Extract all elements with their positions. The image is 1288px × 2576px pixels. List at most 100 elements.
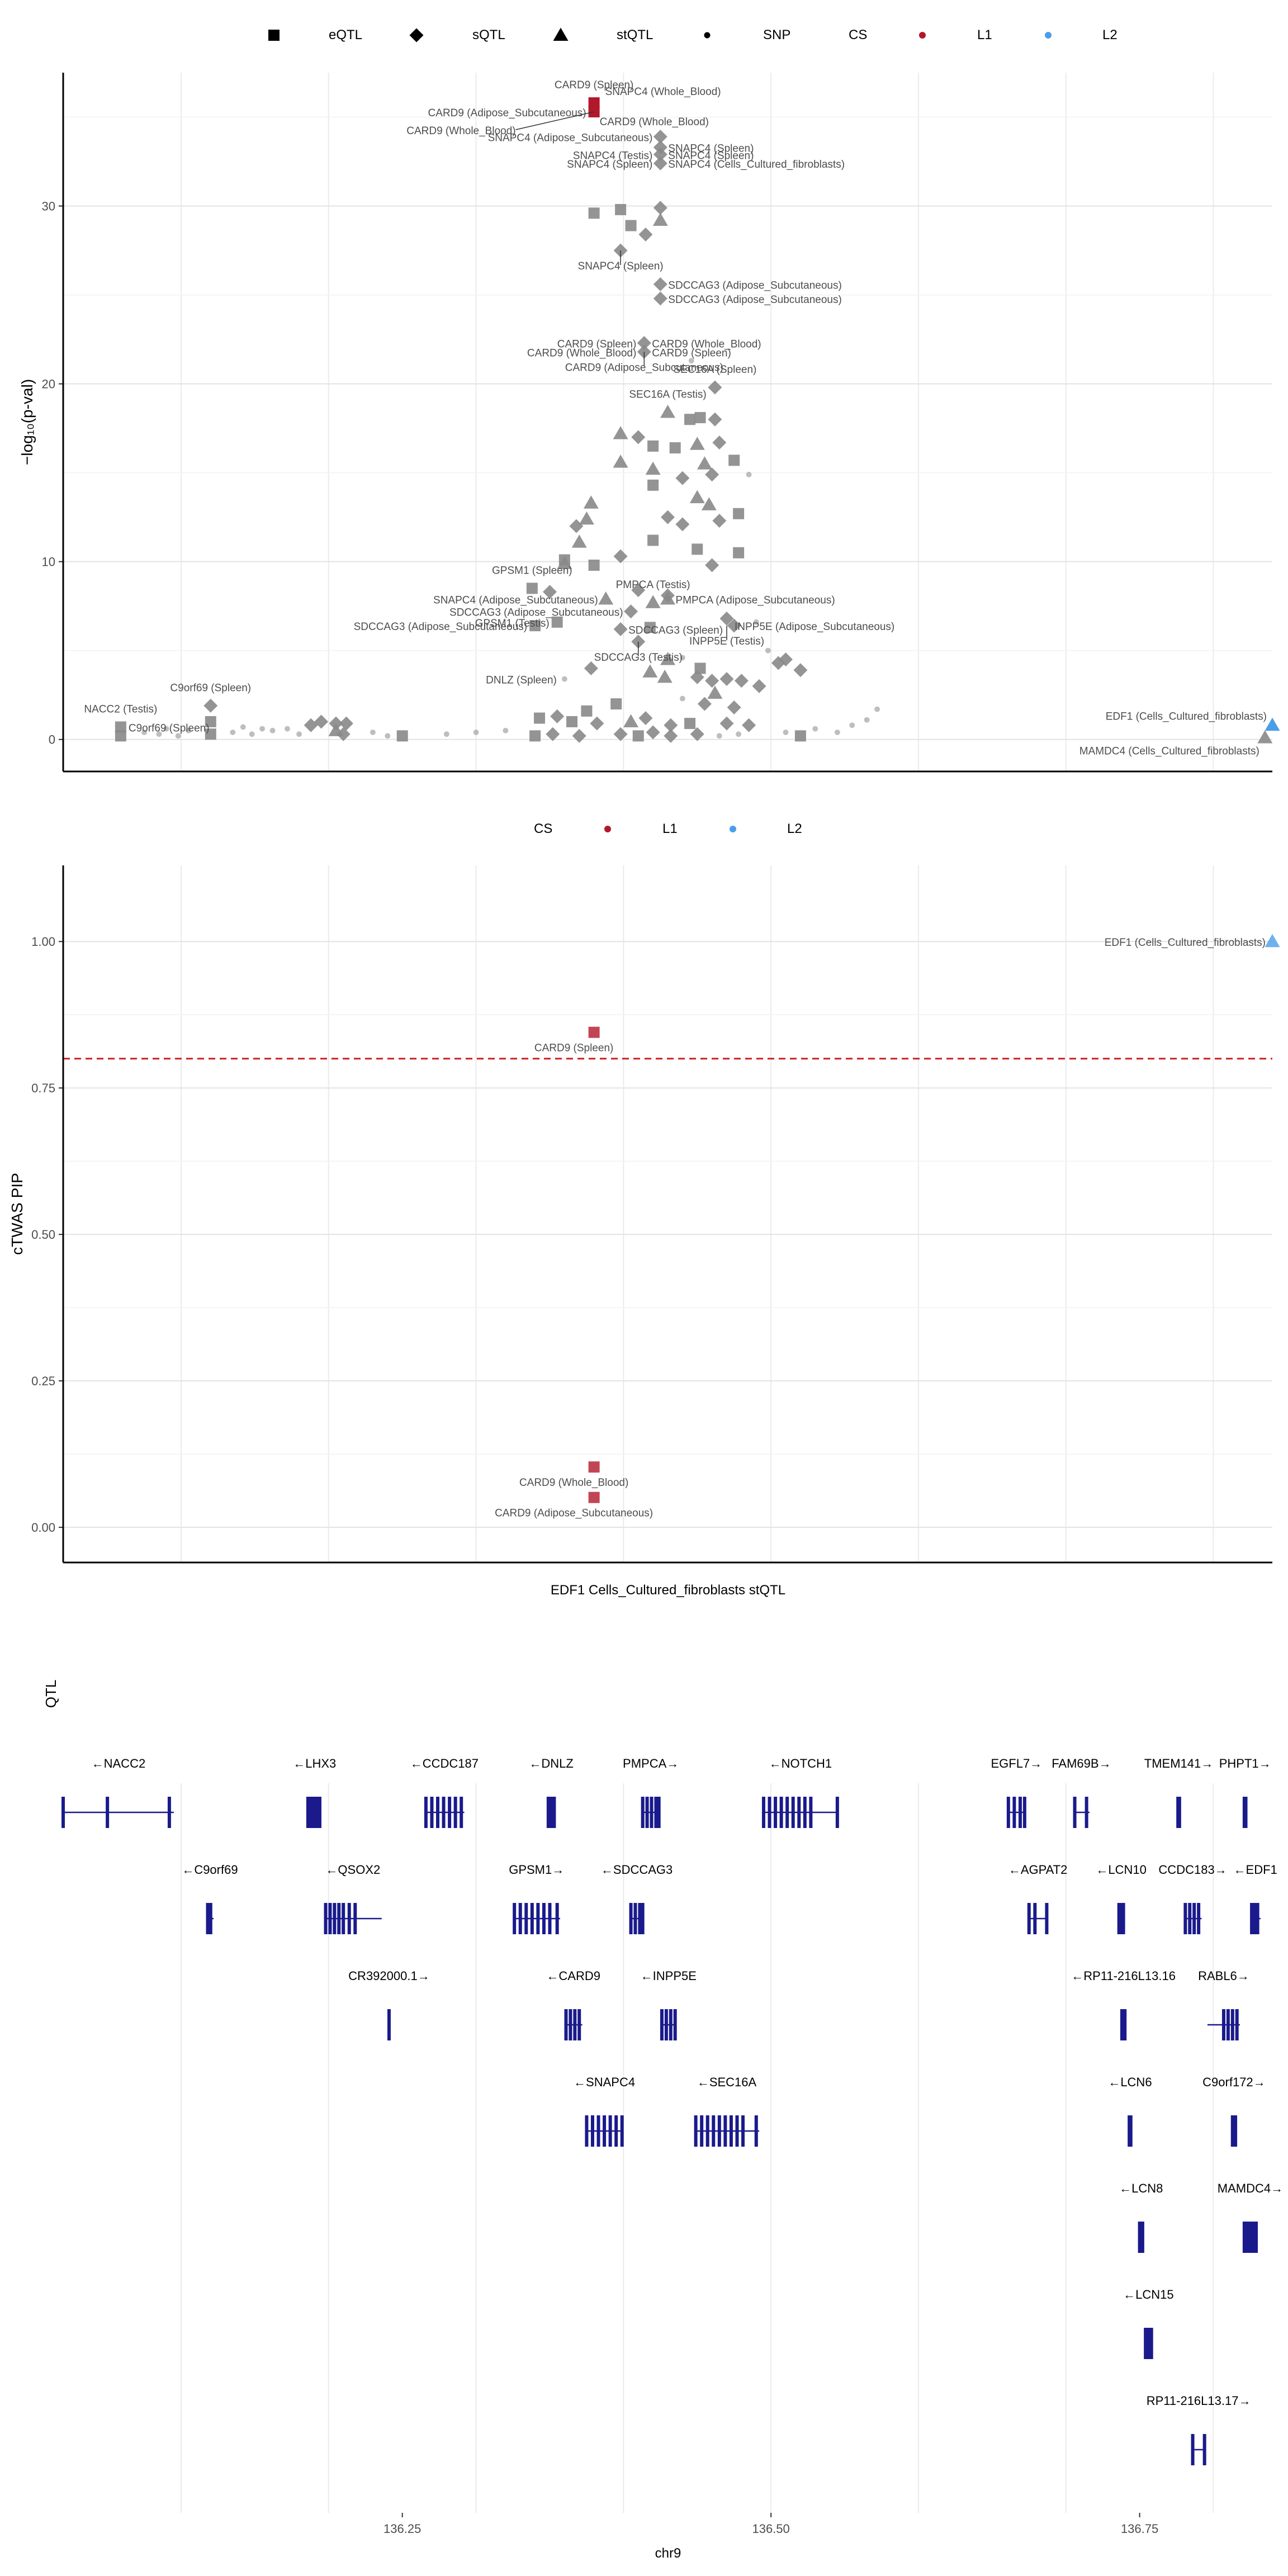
data-point: [708, 412, 722, 427]
point-label: DNLZ (Spleen): [486, 675, 557, 686]
point-label: SNAPC4 (Testis): [573, 150, 653, 162]
point-label: SNAPC4 (Adipose_Subcutaneous): [488, 132, 653, 144]
gene-exon: [1117, 1903, 1121, 1934]
gene-label: CR392000.1→: [348, 1969, 430, 1983]
data-point: [443, 731, 449, 737]
gene-exon: [1033, 1903, 1037, 1934]
data-point: [115, 721, 126, 733]
gene-exon: [785, 1797, 789, 1828]
legend-stqtl-key: [553, 27, 569, 41]
gene-exon: [1022, 1797, 1026, 1828]
data-point: [581, 705, 593, 717]
data-point: [719, 611, 734, 626]
gene-exon: [106, 1797, 110, 1828]
gene-exon: [1191, 2434, 1195, 2465]
data-point: [793, 663, 808, 678]
gene-exon: [1250, 1903, 1254, 1934]
data-point: [653, 277, 667, 291]
gene-model: ←LHX3: [293, 1756, 336, 1828]
data-point: [647, 534, 659, 546]
data-point: [579, 511, 594, 525]
gene-exon: [1018, 1797, 1022, 1828]
point-label: MAMDC4 (Cells_Cultured_fibroblasts): [1079, 746, 1259, 757]
gene-exon: [1246, 2222, 1249, 2253]
gene-exon: [548, 1903, 552, 1934]
data-point: [588, 560, 600, 571]
legend-cs-l1-key: [604, 826, 611, 832]
gene-exon: [209, 1903, 212, 1934]
gene-label: ←QSOX2: [325, 1863, 380, 1877]
data-point: [339, 716, 353, 731]
gene-exon: [723, 2115, 727, 2147]
y-axis-title: cTWAS PIP: [8, 1173, 26, 1255]
pip-point: [588, 1026, 600, 1038]
gene-exon: [596, 2115, 600, 2147]
data-point: [637, 335, 651, 350]
data-point: [269, 727, 276, 733]
gene-label: FAM69B→: [1052, 1756, 1111, 1770]
data-point: [542, 585, 557, 599]
data-point: [638, 227, 653, 242]
gene-exon: [585, 2115, 589, 2147]
data-point: [690, 670, 704, 684]
data-point: [240, 724, 246, 730]
data-point: [733, 508, 745, 519]
data-point: [203, 698, 218, 713]
gene-exon: [552, 1797, 556, 1828]
gene-exon: [774, 1797, 778, 1828]
gene-exon: [1144, 2328, 1148, 2359]
gene-exon: [513, 1903, 517, 1934]
gene-exon: [669, 2009, 673, 2040]
gene-exon: [564, 2009, 568, 2040]
data-point: [249, 731, 255, 737]
gene-exon: [700, 2115, 704, 2147]
data-point: [613, 622, 628, 637]
gene-model: MAMDC4→: [1218, 2181, 1283, 2253]
data-point: [690, 727, 704, 741]
data-point: [719, 716, 734, 731]
gene-exon: [333, 1903, 337, 1934]
gene-model: ←NACC2: [61, 1756, 174, 1828]
gene-exon: [603, 2115, 607, 2147]
data-point: [588, 97, 600, 109]
data-point: [588, 207, 600, 219]
data-point: [336, 727, 351, 741]
gene-exon: [1230, 2115, 1234, 2147]
data-point: [708, 380, 722, 395]
data-point: [705, 467, 719, 482]
data-point: [660, 652, 675, 665]
data-point: [716, 733, 722, 739]
y-tick-label: 0.50: [31, 1228, 55, 1242]
data-point: [734, 674, 749, 688]
gene-exon: [754, 2115, 758, 2147]
gene-exon: [1140, 2222, 1144, 2253]
point-label: SEC16A (Testis): [629, 389, 706, 401]
gene-exon: [312, 1797, 316, 1828]
data-point: [396, 730, 408, 742]
gene-exon: [61, 1797, 65, 1828]
y-tick-label: 0: [49, 733, 55, 747]
gene-label: ←RP11-216L13.16: [1071, 1969, 1176, 1983]
gene-label: ←SDCCAG3: [601, 1863, 673, 1877]
gene-model: TMEM141→: [1144, 1756, 1213, 1828]
gene-exon: [1027, 1903, 1031, 1934]
data-point: [569, 519, 584, 533]
point-label: PMPCA (Adipose_Subcutaneous): [676, 594, 835, 606]
data-point: [874, 706, 880, 712]
point-label: SDCCAG3 (Spleen): [628, 625, 723, 637]
data-point: [645, 595, 661, 608]
gene-label: ←LCN6: [1108, 2075, 1152, 2089]
gene-exon: [809, 1797, 813, 1828]
gene-exon: [424, 1797, 428, 1828]
legend-snp-label: SNP: [763, 27, 790, 42]
data-point: [705, 558, 719, 572]
point-label: EDF1 (Cells_Cultured_fibroblasts): [1106, 711, 1267, 722]
data-point: [701, 497, 717, 510]
y-tick-label: 30: [42, 200, 55, 214]
label-leader: [515, 111, 594, 130]
pip-point-label: CARD9 (Spleen): [534, 1043, 614, 1054]
legend-cs-l2-key: [730, 826, 736, 832]
gene-exon: [1012, 1797, 1016, 1828]
legend-cs-l2-label: L2: [787, 821, 802, 836]
gene-exon: [167, 1797, 171, 1828]
